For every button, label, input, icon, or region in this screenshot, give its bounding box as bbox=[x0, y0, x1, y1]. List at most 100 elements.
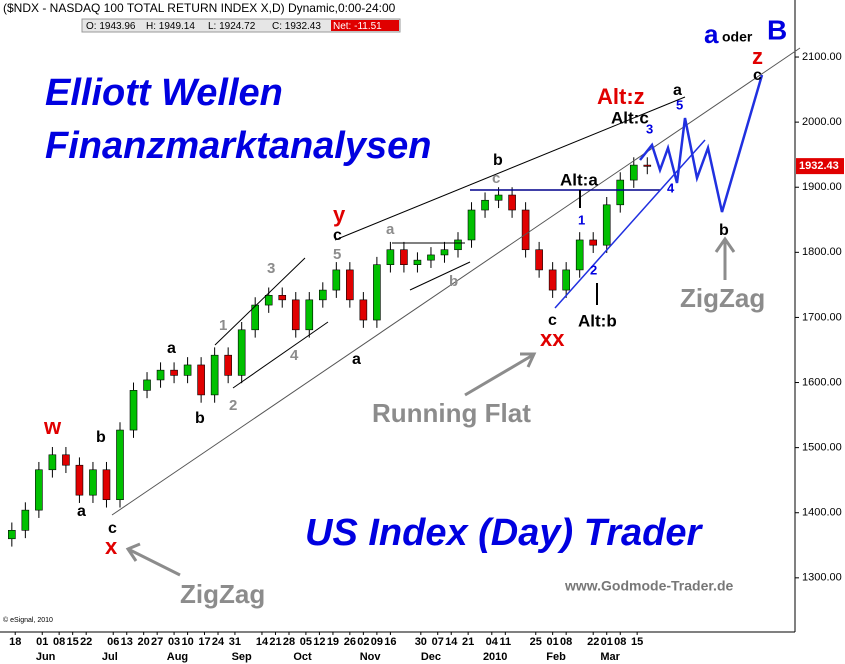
annotation: US Index (Day) Trader bbox=[305, 512, 704, 554]
header-box bbox=[81, 18, 401, 33]
candle-body bbox=[454, 239, 462, 251]
x-tick-label: 19 bbox=[327, 636, 339, 648]
x-tick-label: 06 bbox=[107, 636, 119, 648]
candle-body bbox=[602, 204, 611, 246]
header-value: C: 1932.43 bbox=[272, 21, 321, 32]
y-tick-label: 2000.00 bbox=[802, 116, 842, 128]
candle-body bbox=[359, 299, 368, 321]
x-tick-label: 01 bbox=[547, 636, 559, 648]
x-tick-label: 22 bbox=[80, 636, 92, 648]
annotation: Running Flat bbox=[372, 398, 531, 428]
y-tick-label: 1900.00 bbox=[802, 181, 842, 193]
x-tick-label: 04 bbox=[486, 636, 499, 648]
header-number: 1949.14 bbox=[159, 21, 196, 32]
month-label: 2010 bbox=[483, 651, 507, 663]
month-label: Feb bbox=[546, 651, 566, 663]
candle-body bbox=[481, 199, 489, 211]
candle-body bbox=[48, 454, 57, 471]
x-tick-label: 01 bbox=[601, 636, 613, 648]
candle-body bbox=[89, 469, 97, 496]
trend-lines bbox=[111, 47, 801, 577]
candle-body bbox=[116, 429, 124, 501]
y-tick-label: 1600.00 bbox=[802, 376, 842, 388]
y-tick-label: 1800.00 bbox=[802, 246, 842, 258]
month-label: Nov bbox=[360, 651, 382, 663]
annotation: Finanzmarktanalysen bbox=[45, 125, 431, 167]
y-tick-label: 1700.00 bbox=[802, 311, 842, 323]
header-label: O: bbox=[86, 21, 97, 32]
candle-body bbox=[129, 390, 138, 431]
x-tick-label: 24 bbox=[212, 636, 225, 648]
wave-label: x bbox=[105, 534, 118, 559]
candle-body bbox=[318, 289, 327, 301]
x-tick-label: 14 bbox=[256, 636, 269, 648]
y-tick-label: 2100.00 bbox=[802, 51, 842, 63]
candle-body bbox=[467, 209, 476, 241]
header-number: 1924.72 bbox=[219, 21, 256, 32]
header-number: 1932.43 bbox=[285, 21, 322, 32]
candle-body bbox=[278, 294, 287, 301]
candles bbox=[8, 157, 652, 547]
last-price: 1932.43 bbox=[799, 160, 839, 172]
annotation: ZigZag bbox=[180, 579, 265, 609]
x-tick-label: 17 bbox=[198, 636, 210, 648]
month-label: Dec bbox=[421, 651, 441, 663]
wave-label: a bbox=[386, 221, 395, 238]
header-label: L: bbox=[208, 21, 216, 32]
wave-label: 4 bbox=[667, 180, 675, 195]
candle-body bbox=[386, 249, 395, 266]
x-tick-label: 01 bbox=[36, 636, 48, 648]
annotation: www.Godmode-Trader.de bbox=[564, 578, 734, 594]
annotations: Elliott Wellen Finanzmarktanalysen US In… bbox=[3, 14, 787, 623]
header-values: O: 1943.96 H: 1949.14 L: 1924.72 C: 1932.43… bbox=[81, 18, 401, 33]
candle-body bbox=[521, 209, 530, 251]
x-tick-label: 15 bbox=[67, 636, 79, 648]
y-tick-label: 1500.00 bbox=[802, 442, 842, 454]
x-tick-label: 12 bbox=[313, 636, 325, 648]
wave-label: b bbox=[195, 410, 205, 427]
candle-body bbox=[373, 264, 381, 321]
month-label: Aug bbox=[167, 651, 188, 663]
candle-body bbox=[237, 329, 246, 376]
wave-label: b bbox=[493, 152, 503, 169]
candle-body bbox=[210, 354, 219, 396]
wave-label: Alt:c bbox=[611, 108, 649, 127]
x-tick-label: 05 bbox=[300, 636, 312, 648]
x-tick-label: 15 bbox=[631, 636, 643, 648]
candle-body bbox=[427, 254, 435, 261]
candle-body bbox=[562, 269, 570, 291]
candle-body bbox=[197, 364, 205, 396]
x-tick-label: 25 bbox=[530, 636, 542, 648]
header-number: -11.51 bbox=[354, 21, 382, 32]
wave-label: a bbox=[352, 351, 361, 368]
wave-label: B bbox=[767, 14, 787, 45]
last-price-box bbox=[796, 158, 844, 175]
candle-body bbox=[143, 379, 151, 391]
wave-label: 5 bbox=[676, 97, 683, 112]
wave-label: a bbox=[77, 503, 86, 520]
candle-body bbox=[494, 194, 503, 201]
x-tick-label: 27 bbox=[151, 636, 163, 648]
candle-body bbox=[616, 179, 625, 206]
x-tick-label: 21 bbox=[269, 636, 281, 648]
candle-body bbox=[643, 164, 652, 167]
wave-label: Alt:b bbox=[578, 311, 617, 330]
wave-label: 3 bbox=[646, 121, 653, 136]
candle-body bbox=[305, 299, 314, 331]
month-label: Jun bbox=[36, 651, 56, 663]
x-tick-label: 08 bbox=[53, 636, 65, 648]
month-label: Jul bbox=[102, 651, 118, 663]
x-tick-label: 08 bbox=[560, 636, 572, 648]
wave-label: 2 bbox=[590, 262, 597, 277]
header-value: L: 1924.72 bbox=[208, 21, 256, 32]
y-tick-label: 1300.00 bbox=[802, 572, 842, 584]
x-tick-label: 10 bbox=[181, 636, 193, 648]
header-label: C: bbox=[272, 21, 282, 32]
candle-body bbox=[291, 299, 300, 331]
wave-label: z bbox=[752, 44, 763, 69]
candle-body bbox=[62, 454, 70, 466]
candle-body bbox=[629, 164, 638, 181]
wave-label: 4 bbox=[290, 347, 299, 364]
candle-body bbox=[170, 369, 178, 376]
wave-label: xx bbox=[540, 326, 565, 351]
